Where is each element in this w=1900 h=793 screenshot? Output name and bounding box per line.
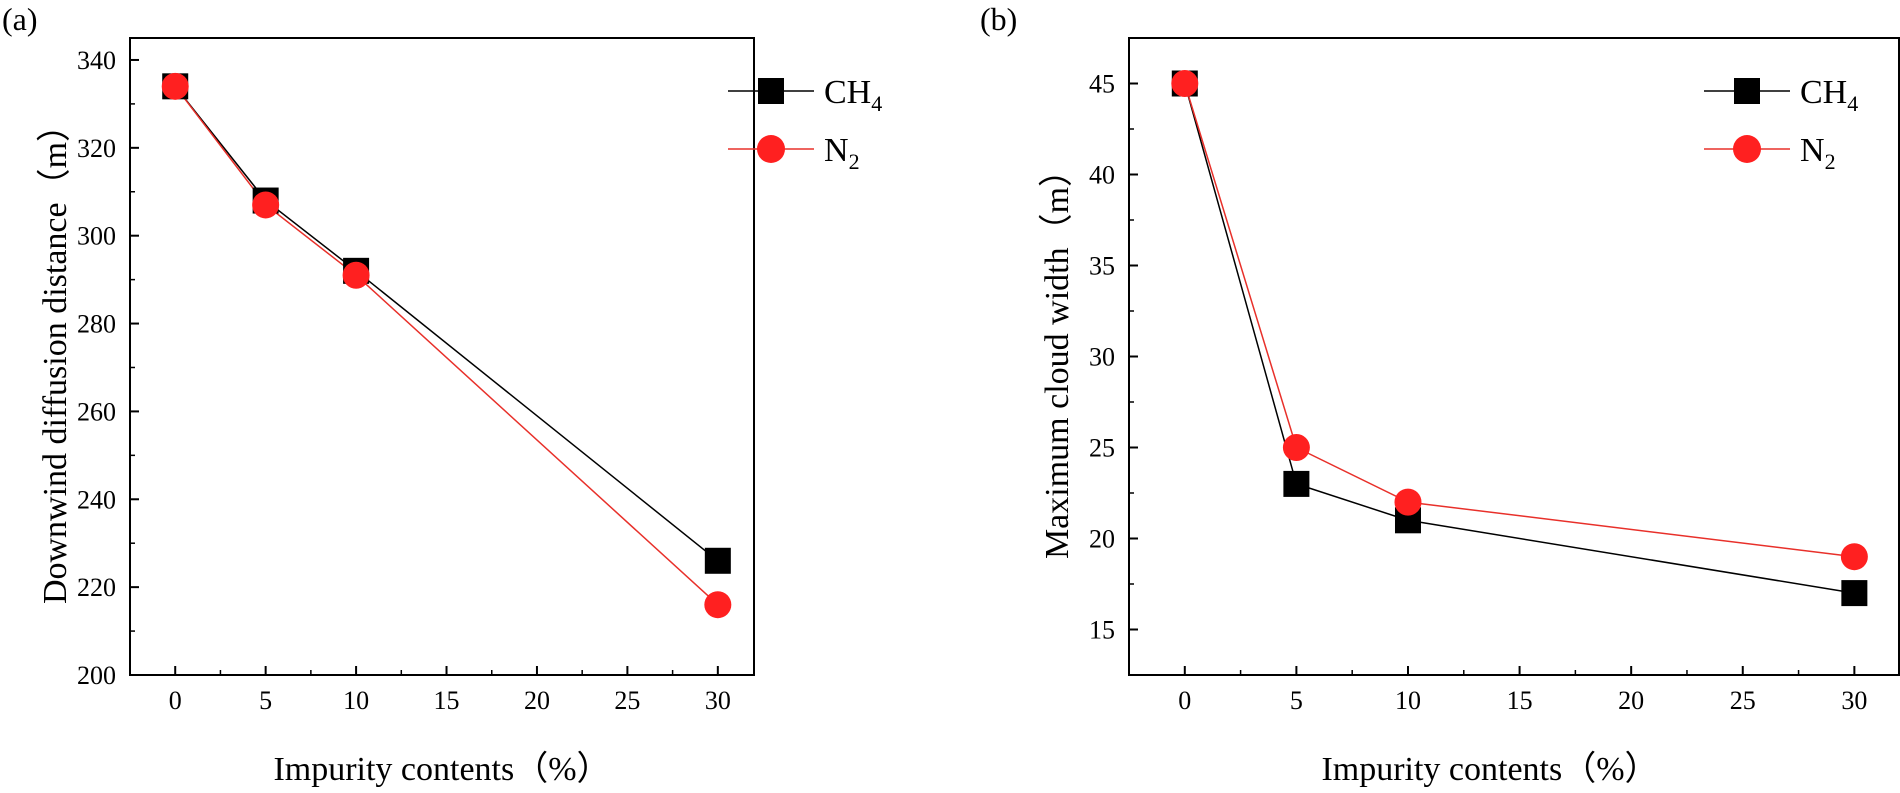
panel-a-series [161, 72, 732, 619]
panel-a-y-tick-label: 260 [77, 397, 116, 426]
panel-b-ch4-point [1283, 470, 1310, 497]
panel-a-n2-point [252, 191, 280, 219]
panel-a-ch4-line [174, 85, 719, 562]
panel-b-chart: (b) 0 5 10 15 20 25 30 15 20 25 30 35 40 45 Impurity… [980, 1, 1900, 788]
panel-b-x-tick-label: 25 [1730, 686, 1756, 715]
panel-a-n2-point [342, 261, 370, 289]
panel-a-y-tick-label: 340 [77, 46, 116, 75]
panel-b-plot-frame [1128, 37, 1900, 676]
panel-a-ch4-point [704, 547, 731, 574]
panel-a-y-tick-label: 280 [77, 310, 116, 339]
panel-a-x-axis-title: Impurity contents（%） [273, 750, 610, 788]
panel-a-plot-frame [129, 37, 755, 676]
panel-a-legend-ch4-marker [758, 78, 784, 104]
panel-b-n2-line [1184, 83, 1855, 558]
panel-a-legend-ch4-sub: 4 [871, 91, 882, 116]
panel-b-x-tick-label: 15 [1507, 686, 1533, 715]
panel-a-y-tick-label: 300 [77, 222, 116, 251]
panel-b-x-tick-label: 20 [1618, 686, 1644, 715]
panel-b-legend-n2-label: N2 [1800, 132, 1836, 174]
panel-a-x-tick-label: 30 [705, 686, 731, 715]
panel-a-x-ticks: 0 5 10 15 20 25 30 [169, 666, 731, 715]
panel-a-n2-point [704, 591, 732, 619]
panel-b-y-tick-label: 25 [1089, 434, 1115, 463]
panel-a-x-tick-label: 5 [259, 686, 272, 715]
panel-a-y-ticks: 200 220 240 260 280 300 320 340 [77, 46, 139, 690]
panel-a-legend-n2-main: N [824, 132, 849, 169]
panel-a-x-tick-label: 25 [614, 686, 640, 715]
panel-b-legend-n2-sub: 2 [1825, 149, 1836, 174]
panel-b-y-tick-label: 40 [1089, 161, 1115, 190]
panel-a-legend-n2-sub: 2 [849, 149, 860, 174]
panel-a-y-tick-label: 240 [77, 485, 116, 514]
panel-a-y-tick-label: 200 [77, 661, 116, 690]
panel-b-x-axis-title: Impurity contents（%） [1321, 750, 1658, 788]
panel-a-x-tick-label: 10 [343, 686, 369, 715]
panel-b-y-ticks: 15 20 25 30 35 40 45 [1089, 70, 1138, 645]
panel-b-legend-ch4-main: CH [1800, 74, 1847, 111]
panel-a-legend-ch4-main: CH [824, 74, 871, 111]
panel-b-n2-point [1282, 434, 1310, 461]
panel-b-series [1171, 70, 1868, 607]
panel-b-n2-point [1840, 543, 1868, 571]
panel-b-legend-n2-marker [1733, 135, 1761, 163]
panel-a-y-tick-label: 220 [77, 573, 116, 602]
panel-a-legend-n2-label: N2 [824, 132, 860, 174]
panel-b-x-tick-label: 10 [1395, 686, 1421, 715]
panel-b-legend-n2-main: N [1800, 132, 1825, 169]
panel-b-legend-ch4-sub: 4 [1847, 91, 1858, 116]
panel-b-x-tick-label: 5 [1290, 686, 1303, 715]
panel-a-n2-line [174, 85, 719, 606]
panel-b-x-tick-label: 0 [1178, 686, 1191, 715]
panel-b-x-ticks: 0 5 10 15 20 25 30 [1178, 666, 1867, 715]
panel-b-legend-ch4-label: CH4 [1800, 74, 1858, 116]
panel-a-label: (a) [2, 1, 38, 37]
panel-b-y-tick-label: 45 [1089, 70, 1115, 99]
panel-b-y-axis-title: Maximum cloud width（m） [1038, 153, 1076, 559]
panel-b-y-tick-label: 30 [1089, 343, 1115, 372]
panel-a-x-tick-label: 15 [434, 686, 460, 715]
panel-a-x-tick-label: 20 [524, 686, 550, 715]
panel-a-legend-n2-marker [757, 135, 785, 163]
panel-a-legend: CH4 N2 [728, 74, 882, 174]
panel-a-y-axis-title: Downwind diffusion distance（m） [36, 108, 74, 604]
panel-b-x-tick-label: 30 [1841, 686, 1867, 715]
panel-b-y-tick-label: 35 [1089, 252, 1115, 281]
panel-b-legend-ch4-marker [1734, 78, 1760, 104]
panel-a-chart: (a) 0 5 10 15 20 25 30 200 220 240 260 280 300 320 34… [2, 1, 882, 788]
panel-b-y-tick-label: 20 [1089, 525, 1115, 554]
panel-a-y-tick-label: 320 [77, 134, 116, 163]
panel-a-legend-ch4-label: CH4 [824, 74, 882, 116]
panel-b-n2-point [1394, 488, 1422, 516]
panel-b-ch4-line [1184, 83, 1855, 594]
panel-b-y-tick-label: 15 [1089, 616, 1115, 645]
panel-a-n2-point [161, 72, 189, 100]
panel-a-x-tick-label: 0 [169, 686, 182, 715]
panel-b-n2-point [1171, 70, 1199, 97]
panel-b-ch4-point [1841, 580, 1868, 607]
panel-b-legend: CH4 N2 [1704, 74, 1858, 174]
panel-b-label: (b) [980, 1, 1017, 37]
